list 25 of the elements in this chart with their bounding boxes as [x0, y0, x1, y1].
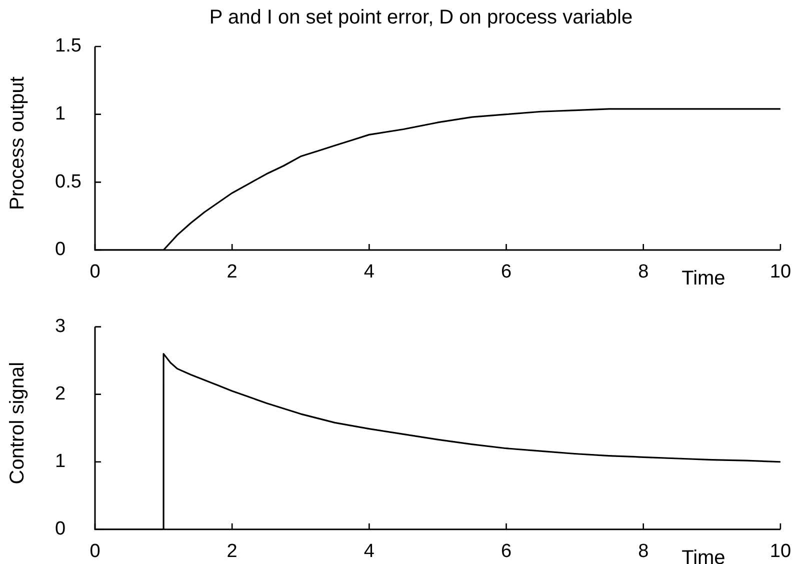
chart-title: P and I on set point error, D on process variable [209, 6, 633, 29]
x-tick-label: 8 [638, 262, 649, 283]
y-tick-label: 0 [55, 518, 66, 540]
y-axis-title: Control signal [6, 362, 29, 484]
y-tick-label: 0.5 [55, 171, 82, 192]
x-axis-title: Time [682, 546, 726, 564]
x-tick-label: 2 [226, 262, 238, 283]
y-tick-label: 3 [55, 316, 66, 338]
x-tick-label: 4 [364, 541, 375, 562]
x-tick-label: 10 [770, 541, 792, 562]
x-tick-label: 6 [500, 541, 512, 562]
y-tick-label: 1 [55, 104, 66, 125]
x-axis-title: Time [682, 268, 726, 290]
y-tick-label: 0 [55, 239, 66, 260]
x-tick-label: 0 [90, 262, 100, 283]
x-tick-label: 8 [638, 541, 649, 562]
x-tick-label: 6 [500, 262, 512, 283]
y-tick-label: 2 [55, 384, 66, 405]
y-tick-label: 1.5 [55, 36, 82, 57]
x-tick-label: 2 [226, 541, 238, 562]
x-tick-label: 10 [770, 262, 792, 283]
x-tick-label: 4 [364, 262, 375, 283]
x-tick-label: 0 [90, 541, 100, 562]
y-axis-title: Process output [6, 76, 29, 210]
y-tick-label: 1 [55, 451, 66, 472]
